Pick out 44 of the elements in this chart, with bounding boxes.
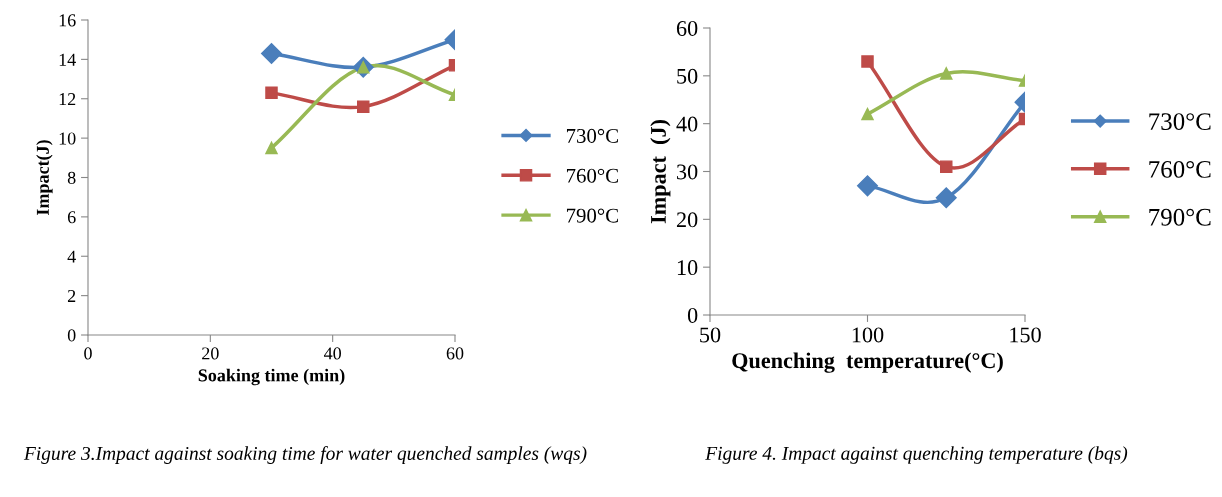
legend-label: 730°C (566, 128, 618, 143)
x-tick-label: 20 (202, 347, 219, 360)
x-tick-label: 0 (84, 347, 92, 360)
legend-label: 790°C (566, 208, 618, 223)
legend-label: 730°C (1149, 113, 1211, 131)
y-tick-label: 40 (676, 116, 698, 132)
legend-label: 790°C (1149, 208, 1211, 226)
x-axis-title: Soaking time (min) (198, 368, 345, 386)
y-tick-label: 30 (677, 164, 698, 180)
point (260, 42, 283, 64)
y-tick-label: 4 (67, 250, 76, 263)
point (861, 55, 874, 68)
point (939, 160, 953, 173)
x-tick-label: 40 (323, 347, 342, 360)
y-tick-label: 10 (59, 132, 76, 145)
point (856, 175, 879, 197)
x-tick-label: 150 (1010, 327, 1041, 343)
x-tick-label: 100 (852, 327, 884, 343)
y-tick-label: 20 (676, 212, 698, 228)
legend-label: 760°C (566, 168, 618, 183)
point (861, 107, 874, 121)
y-axis-title: Impact (J) (650, 120, 671, 224)
x-axis-title: Quenching temperature(°C) (732, 352, 1003, 373)
y-tick-label: 60 (676, 20, 698, 36)
y-tick-label: 14 (59, 53, 76, 66)
y-axis-title: Impact(J) (36, 140, 53, 215)
y-tick-label: 12 (59, 93, 76, 106)
y-tick-label: 8 (67, 171, 76, 184)
caption: Figure 4. Impact against quenching temperature (bqs) (705, 446, 1128, 464)
point (265, 141, 278, 155)
y-tick-label: 0 (687, 307, 698, 323)
y-tick-label: 10 (677, 260, 698, 276)
caption: Figure 3.Impact against soaking time for water quenched samples (wqs) (23, 446, 587, 464)
y-tick-label: 6 (67, 211, 76, 224)
x-tick-label: 60 (446, 347, 464, 360)
point (265, 86, 278, 100)
x-tick-label: 50 (700, 327, 721, 343)
y-tick-label: 2 (67, 289, 76, 302)
point (935, 187, 957, 209)
y-tick-label: 16 (59, 14, 76, 27)
point (356, 100, 370, 113)
point (939, 67, 953, 80)
y-tick-label: 50 (677, 68, 698, 84)
legend-label: 760°C (1149, 160, 1211, 178)
